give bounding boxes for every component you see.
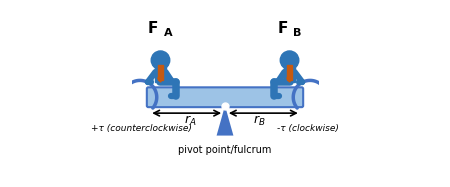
Bar	[288, 65, 292, 80]
Polygon shape	[287, 78, 292, 82]
Text: +τ (counterclockwise): +τ (counterclockwise)	[91, 124, 192, 133]
Text: $\mathbf{B}$: $\mathbf{B}$	[292, 26, 302, 38]
Circle shape	[151, 51, 170, 69]
Polygon shape	[216, 106, 234, 136]
Text: $\mathbf{F}$: $\mathbf{F}$	[148, 20, 158, 36]
Text: $\mathbf{A}$: $\mathbf{A}$	[163, 26, 174, 38]
Circle shape	[280, 51, 299, 69]
Text: $\mathbf{F}$: $\mathbf{F}$	[276, 20, 288, 36]
Text: $r_{B}$: $r_{B}$	[253, 114, 266, 128]
Bar	[158, 65, 162, 80]
Bar	[155, 63, 166, 82]
Text: pivot point/fulcrum: pivot point/fulcrum	[178, 145, 272, 155]
Text: -τ (clockwise): -τ (clockwise)	[277, 124, 339, 133]
Polygon shape	[158, 78, 163, 82]
FancyBboxPatch shape	[147, 87, 303, 107]
Text: $r_{A}$: $r_{A}$	[184, 114, 197, 128]
Bar	[284, 63, 295, 82]
